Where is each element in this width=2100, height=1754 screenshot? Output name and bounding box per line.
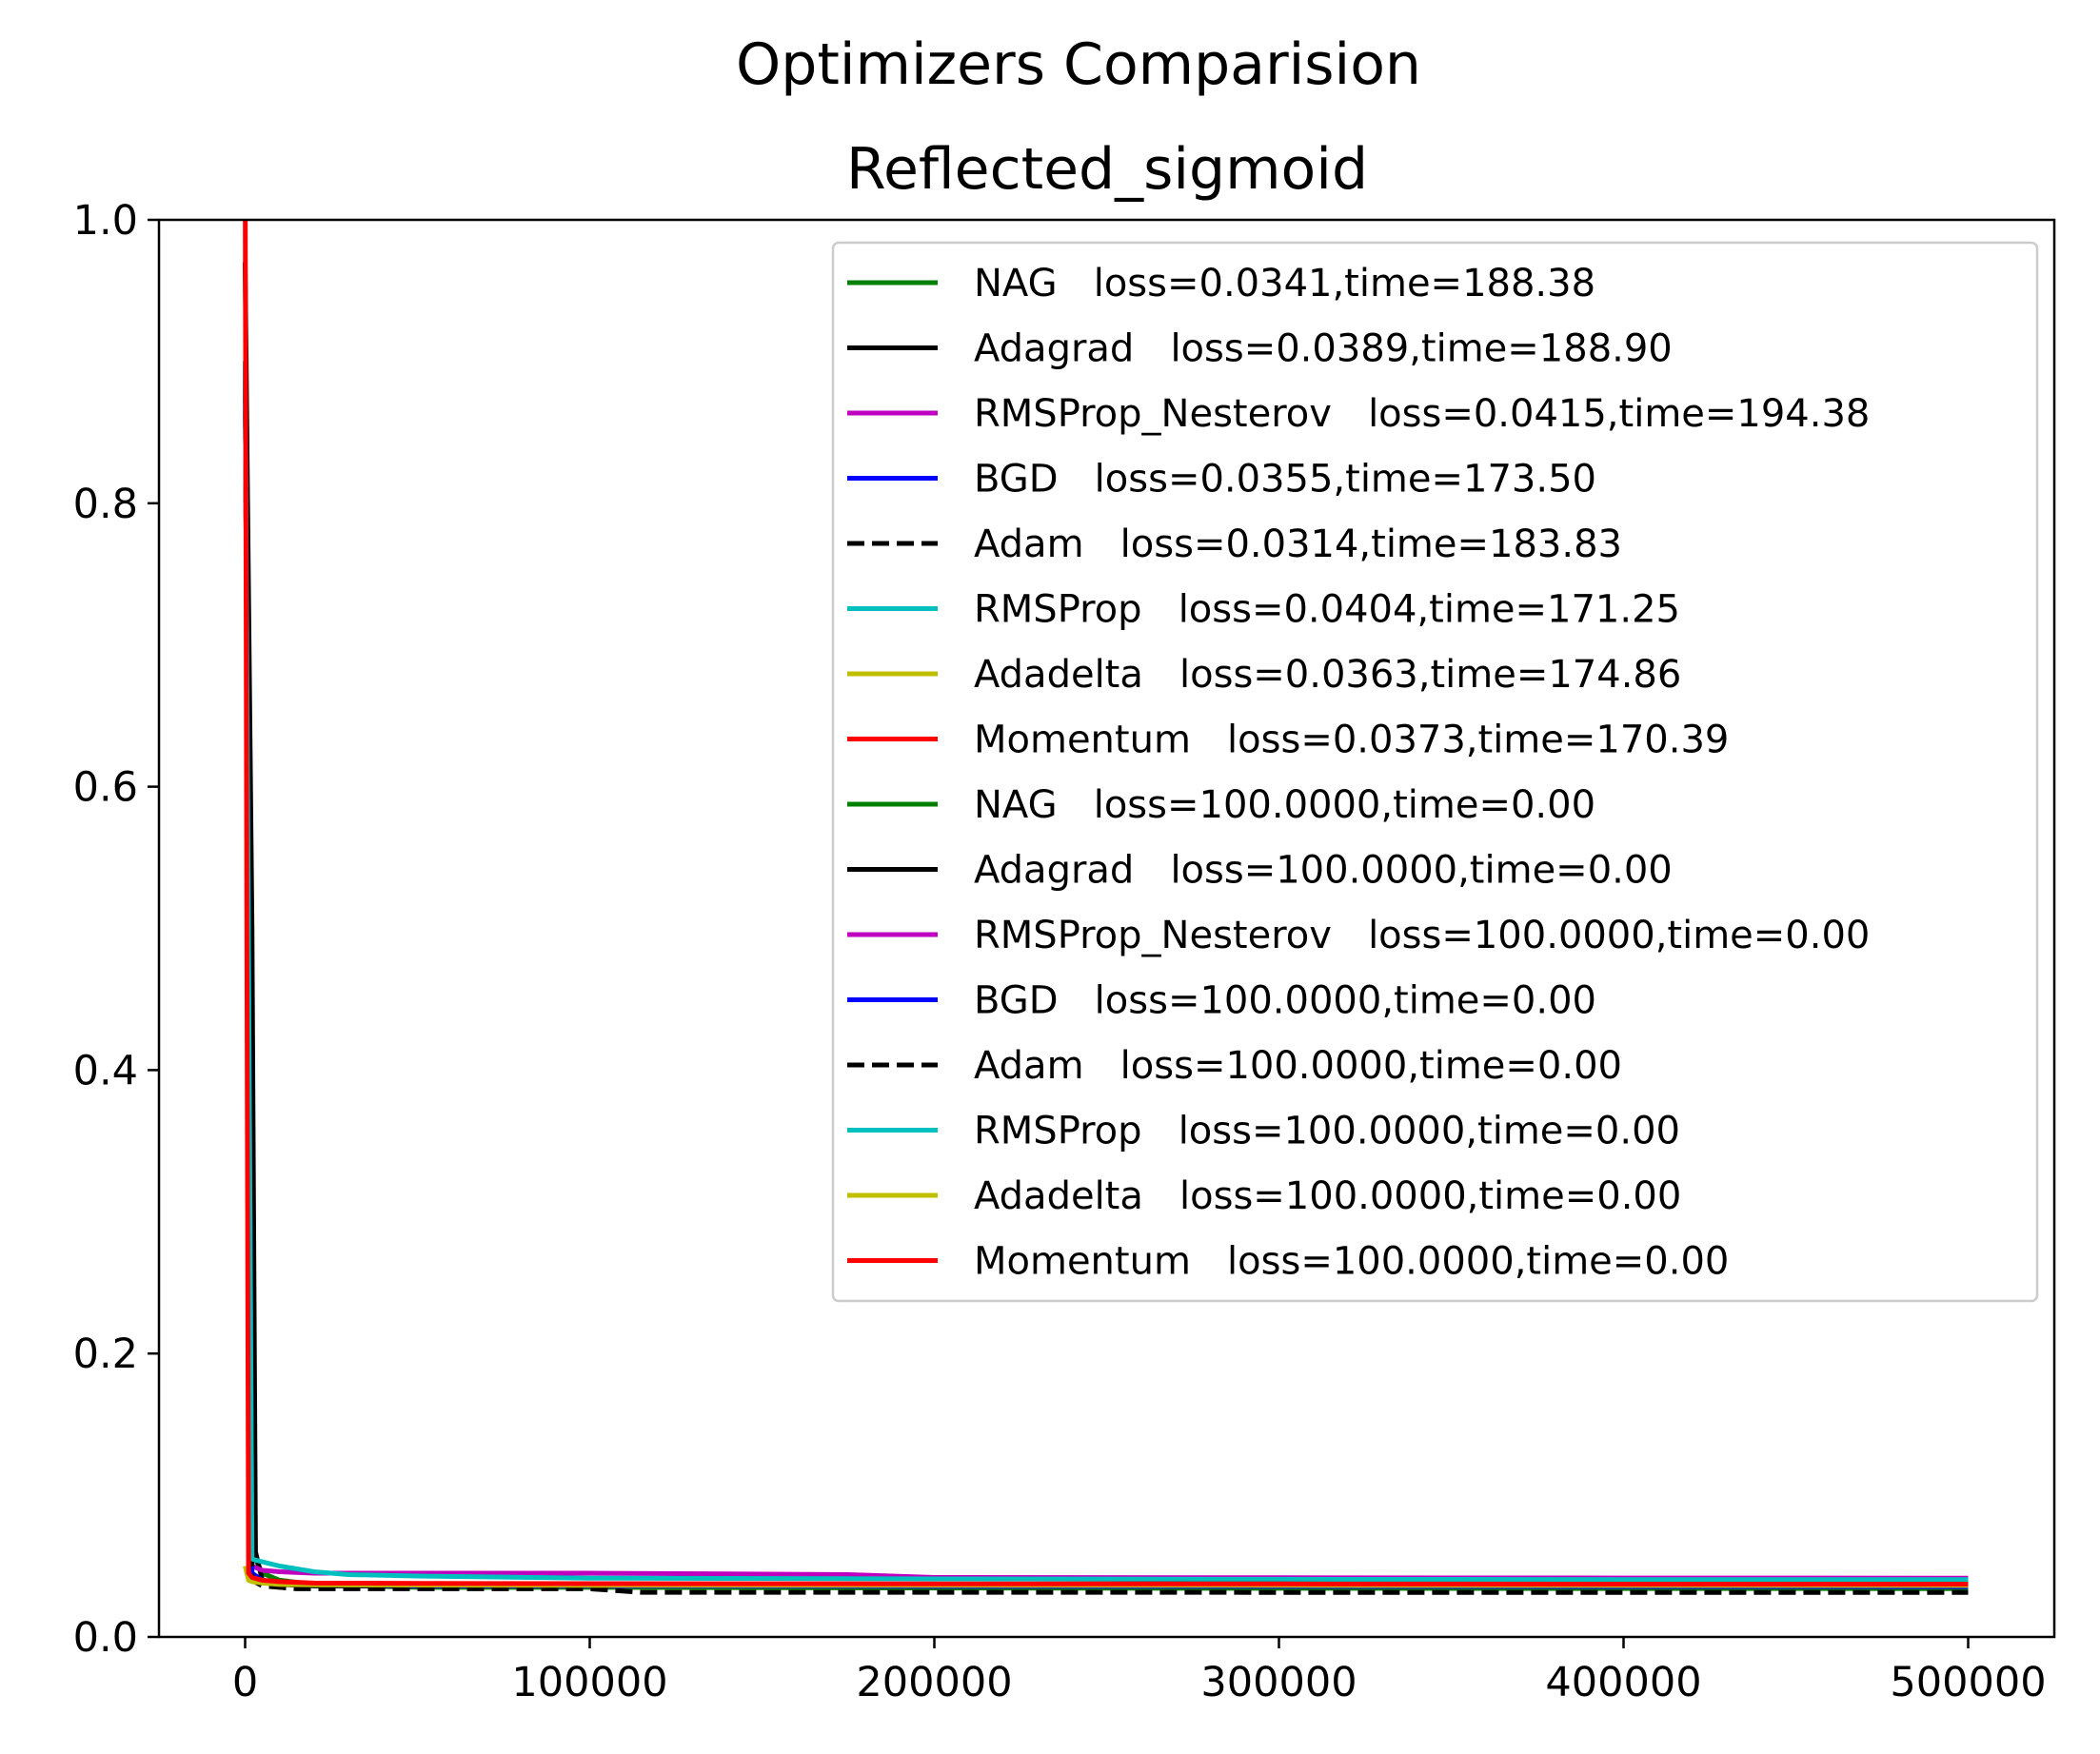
x-tick-label: 500000 (1890, 1659, 2046, 1706)
legend-label-14: Adadelta loss=100.0000,time=0.00 (974, 1174, 1681, 1218)
x-tick-label: 0 (232, 1659, 258, 1706)
legend-label-8: NAG loss=100.0000,time=0.00 (974, 783, 1595, 827)
y-tick-label: 0.6 (73, 764, 138, 812)
legend-label-13: RMSProp loss=100.0000,time=0.00 (974, 1110, 1680, 1153)
y-axis: 0.0 0.2 0.4 0.6 0.8 1.0 (73, 197, 159, 1662)
legend-label-10: RMSProp_Nesterov loss=100.0000,time=0.00 (974, 914, 1870, 957)
legend-label-1: Adagrad loss=0.0389,time=188.90 (974, 327, 1673, 371)
series-layer (243, 220, 1969, 1595)
y-tick-label: 0.2 (73, 1330, 138, 1378)
legend: NAG loss=0.0341,time=188.38 Adagrad loss=… (831, 241, 2039, 1303)
legend-label-6: Adadelta loss=0.0363,time=174.86 (974, 653, 1681, 697)
legend-label-9: Adagrad loss=100.0000,time=0.00 (974, 849, 1673, 893)
x-tick-label: 300000 (1200, 1659, 1357, 1706)
series-line-7 (243, 220, 1969, 1586)
legend-label-3: BGD loss=0.0355,time=173.50 (974, 458, 1596, 502)
x-tick-label: 100000 (511, 1659, 667, 1706)
y-tick-label: 1.0 (73, 197, 138, 245)
legend-label-11: BGD loss=100.0000,time=0.00 (974, 979, 1596, 1023)
legend-label-12: Adam loss=100.0000,time=0.00 (974, 1044, 1622, 1088)
x-axis: 0 100000 200000 300000 400000 500000 (232, 1637, 2047, 1706)
x-tick-label: 400000 (1545, 1659, 1701, 1706)
series-line-5 (243, 361, 1969, 1583)
legend-label-7: Momentum loss=0.0373,time=170.39 (974, 719, 1729, 762)
legend-box (831, 241, 2039, 1303)
plot-frame (157, 218, 2056, 1639)
legend-label-4: Adam loss=0.0314,time=183.83 (974, 522, 1622, 566)
chart-subtitle: Reflected_sigmoid (846, 136, 1368, 203)
legend-label-5: RMSProp loss=0.0404,time=171.25 (974, 588, 1680, 632)
legend-label-0: NAG loss=0.0341,time=188.38 (974, 262, 1595, 305)
y-tick-label: 0.8 (73, 481, 138, 528)
legend-label-2: RMSProp_Nesterov loss=0.0415,time=194.38 (974, 392, 1870, 436)
legend-label-15: Momentum loss=100.0000,time=0.00 (974, 1240, 1729, 1284)
y-tick-label: 0.4 (73, 1047, 138, 1094)
y-tick-label: 0.0 (73, 1614, 138, 1662)
x-tick-label: 200000 (856, 1659, 1012, 1706)
chart-title: Optimizers Comparision (736, 31, 1421, 98)
